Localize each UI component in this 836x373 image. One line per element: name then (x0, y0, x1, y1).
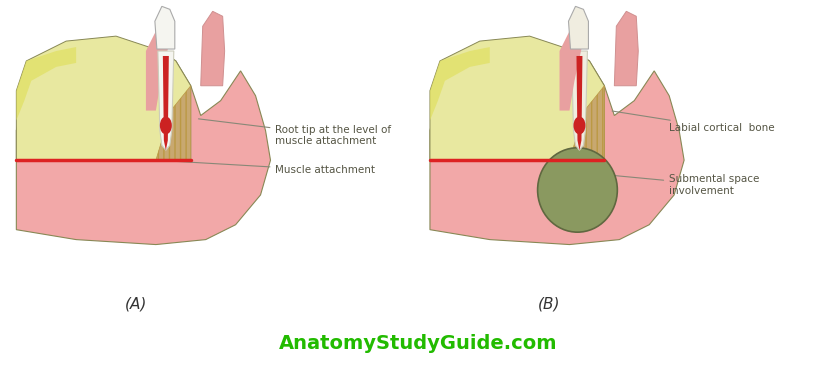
Text: (B): (B) (538, 297, 561, 311)
Polygon shape (577, 56, 583, 150)
Ellipse shape (573, 116, 585, 134)
Polygon shape (17, 36, 191, 160)
Polygon shape (155, 6, 175, 49)
Polygon shape (430, 36, 604, 160)
Polygon shape (201, 11, 225, 86)
Text: AnatomyStudyGuide.com: AnatomyStudyGuide.com (278, 334, 558, 353)
Text: Submental space
involvement: Submental space involvement (612, 174, 760, 196)
Polygon shape (568, 6, 589, 49)
Polygon shape (569, 86, 604, 160)
Polygon shape (614, 11, 638, 86)
Polygon shape (17, 46, 271, 245)
Polygon shape (158, 51, 174, 150)
Polygon shape (17, 47, 76, 120)
Polygon shape (430, 46, 684, 245)
Text: Root tip at the level of
muscle attachment: Root tip at the level of muscle attachme… (198, 119, 391, 146)
Polygon shape (430, 47, 490, 120)
Ellipse shape (538, 148, 617, 232)
Text: (A): (A) (125, 297, 147, 311)
Polygon shape (559, 26, 582, 110)
Text: Muscle attachment: Muscle attachment (159, 160, 375, 175)
Ellipse shape (160, 116, 172, 134)
Polygon shape (146, 26, 168, 110)
Polygon shape (155, 86, 191, 160)
Polygon shape (163, 56, 169, 150)
Polygon shape (572, 51, 588, 150)
Text: Labial cortical  bone: Labial cortical bone (612, 111, 775, 134)
